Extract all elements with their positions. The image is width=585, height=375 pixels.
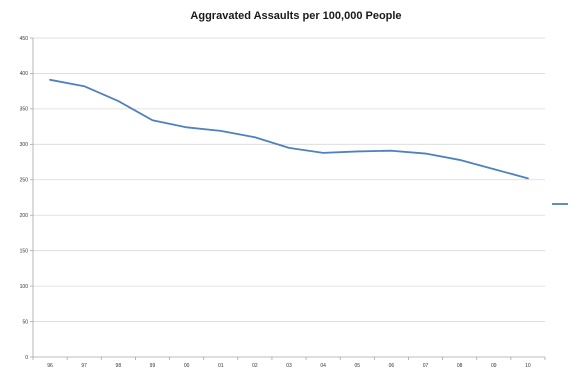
data-point-05 [356,151,358,153]
x-tick-label-08: 08 [457,363,463,369]
y-tick-label-300: 300 [20,142,29,148]
y-tick-label-100: 100 [20,284,29,290]
data-point-10 [527,177,529,179]
y-tick-label-150: 150 [20,248,29,254]
x-tick-label-04: 04 [320,363,326,369]
data-point-02 [254,136,256,138]
data-point-08 [459,159,461,161]
series-line-0 [49,78,529,180]
data-point-01 [220,130,222,132]
y-tick-label-50: 50 [22,319,28,325]
y-tick-label-400: 400 [20,71,29,77]
x-tick-label-96: 96 [47,363,53,369]
x-tick-label-03: 03 [286,363,292,369]
x-tick-label-09: 09 [491,363,497,369]
data-point-98 [117,100,119,102]
data-point-97 [83,85,85,87]
x-tick-label-05: 05 [354,363,360,369]
x-tick-label-97: 97 [81,363,87,369]
x-tick-label-01: 01 [218,363,224,369]
data-point-00 [186,126,188,128]
data-point-07 [425,153,427,155]
y-axis-ticks: 0 50 100 150 200 250 300 350 400 450 [20,36,33,361]
x-tick-label-00: 00 [184,363,190,369]
y-tick-label-0: 0 [25,355,28,361]
data-point-99 [152,119,154,121]
x-axis-ticks: 96 97 98 99 00 01 02 03 04 05 06 07 08 09 10 [32,357,546,369]
series-group [49,78,529,180]
gridlines [33,37,545,322]
chart-title: Aggravated Assaults per 100,000 People [190,10,401,22]
x-tick-label-07: 07 [423,363,429,369]
data-point-04 [322,152,324,154]
x-tick-label-98: 98 [116,363,122,369]
y-tick-label-250: 250 [20,178,29,184]
data-point-03 [288,147,290,149]
y-tick-label-200: 200 [20,213,29,219]
x-tick-label-06: 06 [389,363,395,369]
y-tick-label-450: 450 [20,36,29,42]
data-point-06 [391,150,393,152]
y-tick-label-350: 350 [20,107,29,113]
x-tick-label-10: 10 [525,363,531,369]
data-point-09 [493,168,495,170]
axes [32,38,545,358]
x-tick-label-99: 99 [150,363,156,369]
data-point-96 [49,79,51,81]
x-tick-label-02: 02 [252,363,258,369]
